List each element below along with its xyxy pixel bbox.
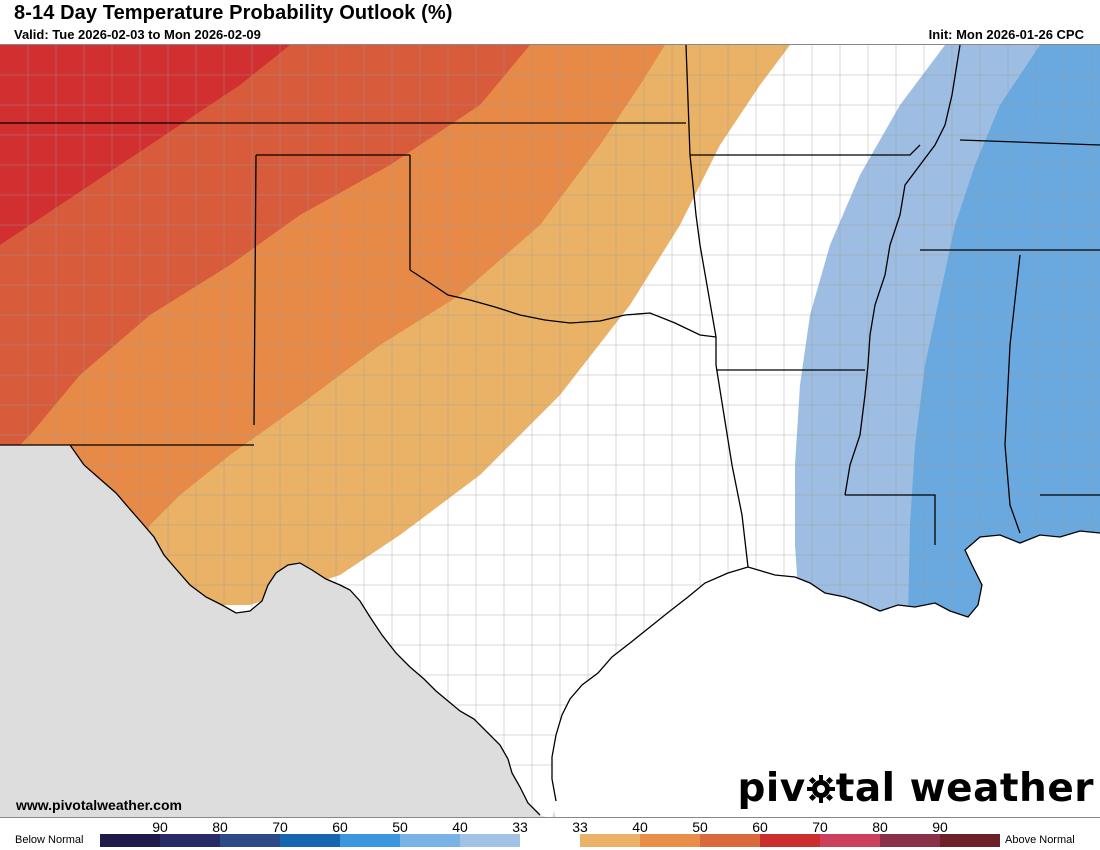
map-header: 8-14 Day Temperature Probability Outlook… — [0, 0, 1100, 44]
pivotal-weather-logo: piv tal weather — [737, 766, 1094, 811]
outlook-map — [0, 44, 1100, 818]
legend-swatch — [880, 834, 940, 847]
legend-swatch — [280, 834, 340, 847]
legend-tick-label: 50 — [392, 819, 408, 835]
init-time: Init: Mon 2026-01-26 CPC — [928, 27, 1084, 42]
band-below-40-50 — [908, 45, 1100, 619]
legend-swatch — [340, 834, 400, 847]
legend-tick-label: 70 — [272, 819, 288, 835]
legend-swatch — [220, 834, 280, 847]
color-legend: 90 80 70 60 50 40 33 33 40 50 60 70 80 90 Below Norma… — [0, 818, 1100, 850]
legend-tick-label: 60 — [332, 819, 348, 835]
legend-tick-label: 80 — [872, 819, 888, 835]
legend-tick-label: 60 — [752, 819, 768, 835]
legend-colorbar — [100, 834, 1000, 847]
legend-tick-label: 80 — [212, 819, 228, 835]
legend-above-normal-label: Above Normal — [1005, 834, 1075, 846]
legend-ticks: 90 80 70 60 50 40 33 33 40 50 60 70 80 90 — [100, 818, 1000, 835]
gear-icon — [806, 769, 836, 803]
legend-tick-label: 90 — [152, 819, 168, 835]
website-url: www.pivotalweather.com — [16, 797, 182, 813]
map-title: 8-14 Day Temperature Probability Outlook… — [14, 2, 453, 24]
legend-swatch — [160, 834, 220, 847]
legend-tick-label: 40 — [632, 819, 648, 835]
legend-swatch — [820, 834, 880, 847]
legend-swatch — [760, 834, 820, 847]
gulf-of-mexico — [552, 531, 1100, 817]
map-canvas — [0, 45, 1100, 817]
legend-swatch — [580, 834, 640, 847]
legend-below-normal-label: Below Normal — [15, 834, 84, 846]
legend-tick-label: 40 — [452, 819, 468, 835]
legend-swatch — [100, 834, 160, 847]
legend-swatch — [460, 834, 520, 847]
legend-tick-label: 50 — [692, 819, 708, 835]
legend-swatch — [640, 834, 700, 847]
legend-tick-label: 33 — [512, 819, 528, 835]
county-borders — [0, 45, 1100, 817]
state-borders — [0, 45, 1100, 816]
legend-swatch — [520, 834, 580, 847]
legend-swatch — [400, 834, 460, 847]
legend-tick-label: 90 — [932, 819, 948, 835]
legend-tick-label: 33 — [572, 819, 588, 835]
legend-tick-label: 70 — [812, 819, 828, 835]
brand-text-left: piv — [737, 766, 806, 811]
legend-swatch — [700, 834, 760, 847]
brand-text-right: tal weather — [835, 766, 1094, 811]
valid-period: Valid: Tue 2026-02-03 to Mon 2026-02-09 — [14, 27, 261, 42]
legend-swatch — [940, 834, 1000, 847]
